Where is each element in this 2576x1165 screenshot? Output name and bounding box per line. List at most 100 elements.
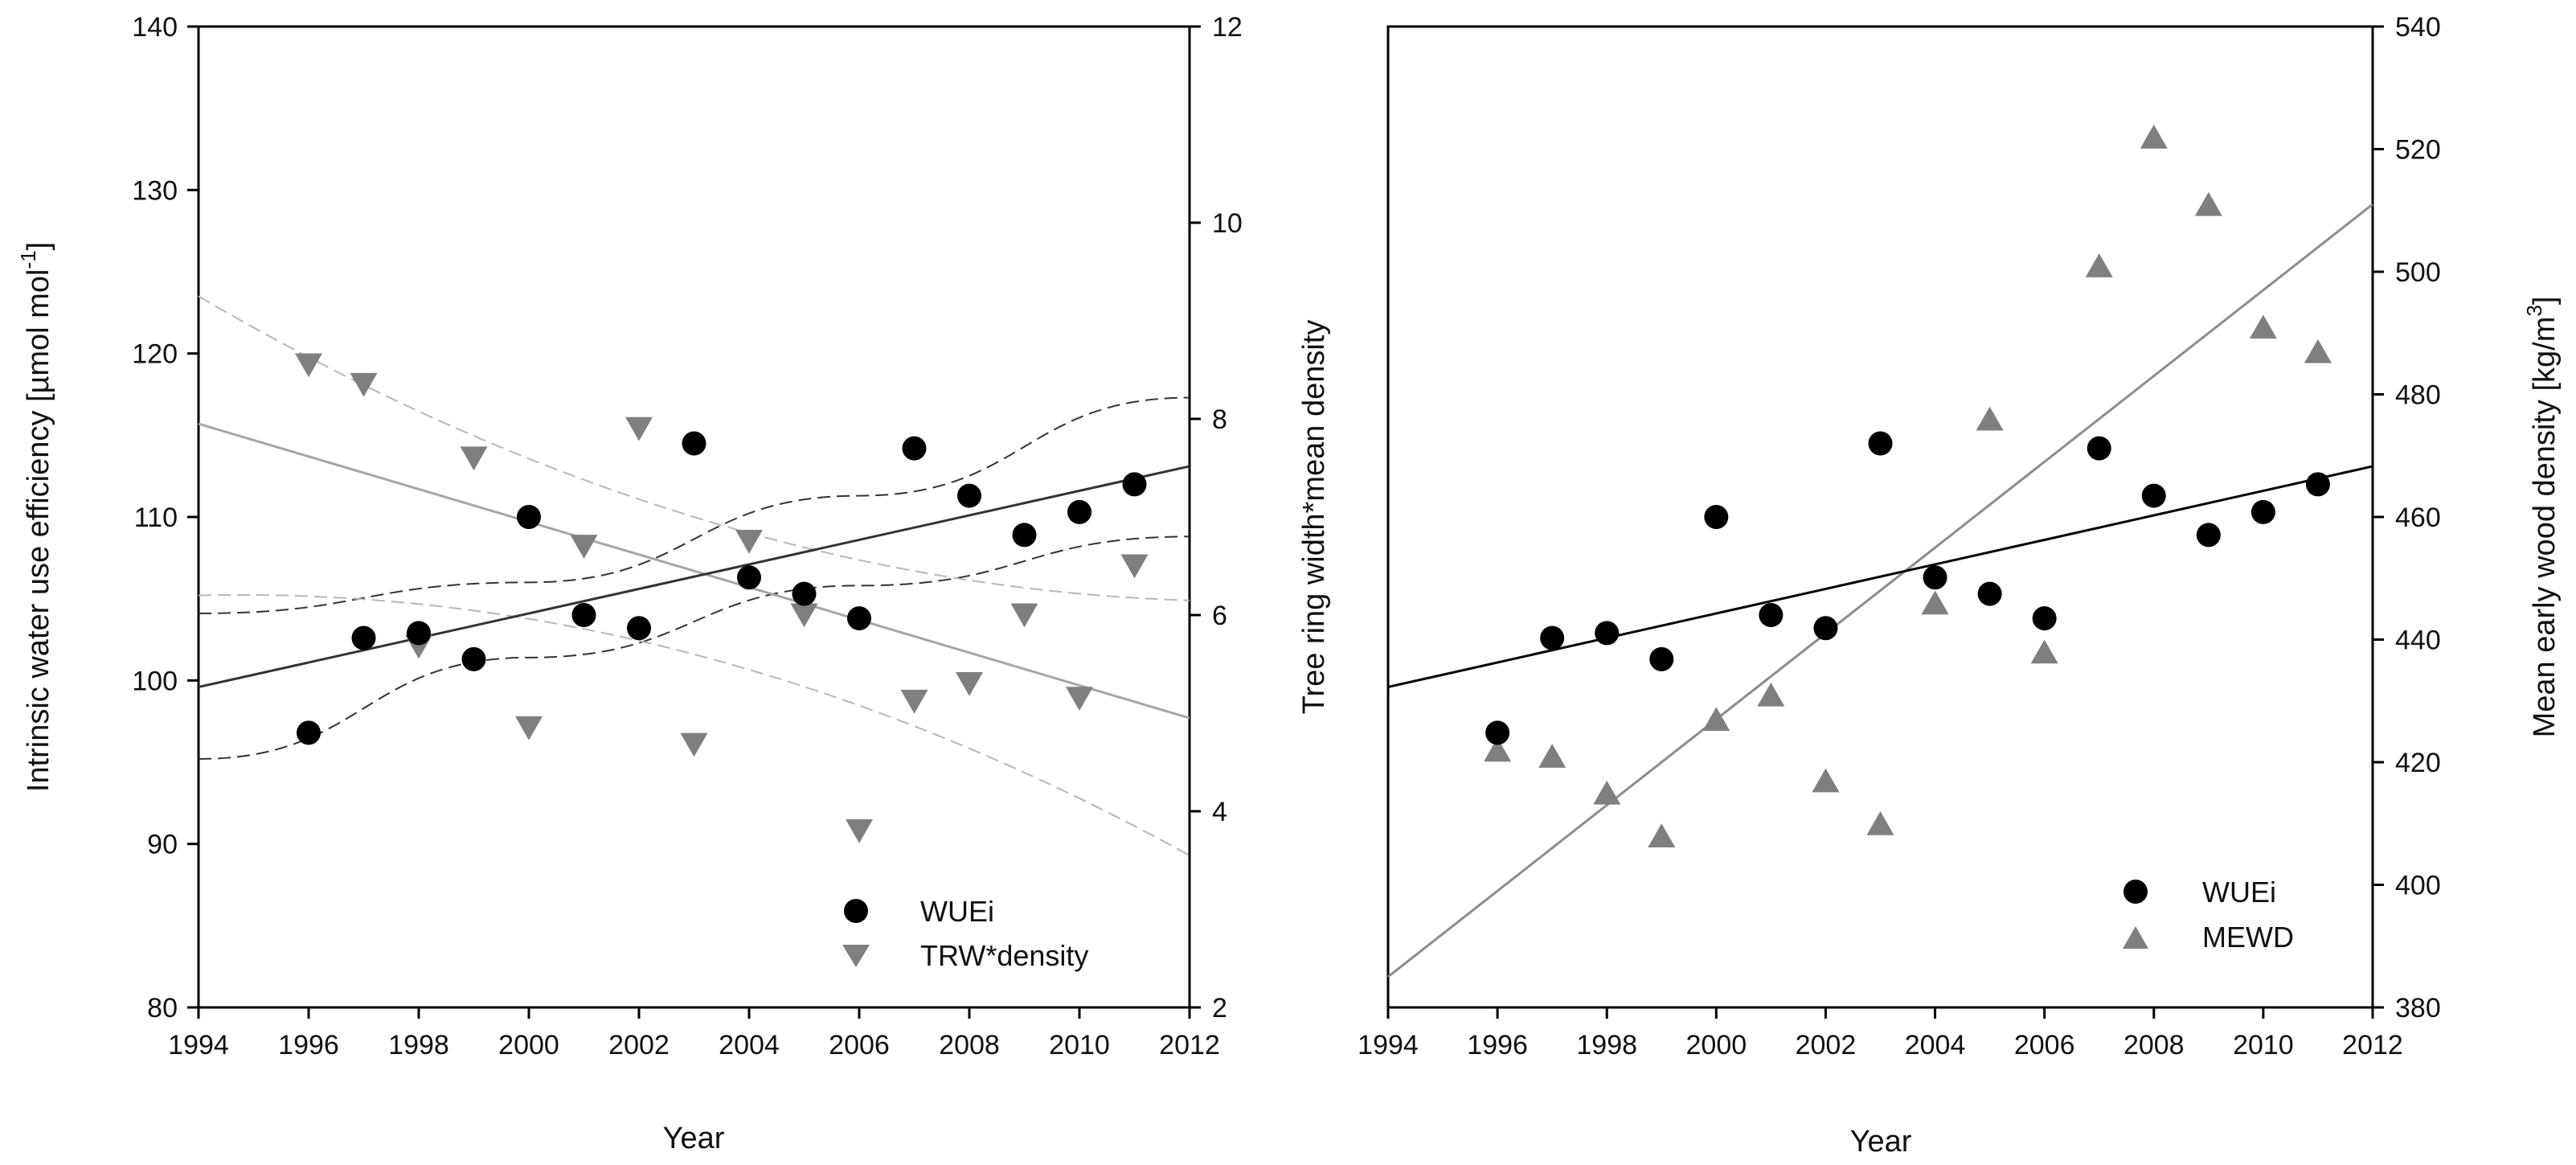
mewd-fit-line xyxy=(1387,203,2373,978)
mewd-point xyxy=(2140,124,2168,149)
x-tick-label: 2002 xyxy=(608,1030,670,1060)
wuei-point xyxy=(517,505,541,529)
left-x-axis-label: Year xyxy=(663,1122,725,1155)
y-right-tick-label: 10 xyxy=(1212,208,1243,239)
right-y-left-axis-label: Tree ring width*mean density xyxy=(1297,320,1331,715)
trw-ci-upper xyxy=(198,295,1190,601)
wuei-point xyxy=(1122,472,1147,497)
trw-point xyxy=(846,818,873,843)
wuei-point xyxy=(1485,720,1510,745)
mewd-point xyxy=(1812,768,1840,793)
mewd-point xyxy=(1702,707,1730,732)
y-right-tick-label: 440 xyxy=(2395,626,2441,656)
trw-fit-line xyxy=(198,422,1190,720)
y-left-tick-label: 130 xyxy=(132,175,178,206)
x-tick-label: 2010 xyxy=(2233,1030,2294,1060)
y-right-tick-label: 380 xyxy=(2395,993,2441,1023)
wuei-point xyxy=(902,436,927,461)
trw-point xyxy=(570,535,598,559)
wuei-point xyxy=(2032,606,2057,631)
x-tick-label: 2012 xyxy=(1159,1030,1220,1060)
wuei-point xyxy=(1704,505,1729,529)
right-y-right-axis-label: Mean early wood density [kg/m3] xyxy=(2522,297,2562,738)
wuei-point xyxy=(1977,581,2002,606)
x-tick-label: 2006 xyxy=(2014,1030,2075,1060)
trw-point xyxy=(1120,554,1149,579)
x-tick-label: 2008 xyxy=(939,1030,1000,1060)
wuei-point xyxy=(1595,621,1620,646)
mewd-point xyxy=(1757,682,1785,707)
mewd-point xyxy=(2030,639,2058,664)
wuei-point xyxy=(682,431,706,456)
right-points xyxy=(1484,124,2332,847)
x-tick-label: 2004 xyxy=(719,1030,780,1060)
mewd-point xyxy=(2249,314,2277,339)
wuei-point xyxy=(1759,603,1784,627)
trw-point xyxy=(625,416,653,441)
wuei-point xyxy=(1540,626,1565,650)
trw-point xyxy=(900,689,928,714)
legend-trw-label: TRW*density xyxy=(920,939,1088,972)
left-y-left-ticks: 80 90 100 110 120 130 140 xyxy=(132,12,199,1023)
y-right-tick-label: 480 xyxy=(2395,380,2441,411)
right-x-ticks: 1994 1996 1998 2000 2002 2004 2006 2008 2010 2012 xyxy=(1358,1007,2403,1060)
y-right-tick-label: 420 xyxy=(2395,748,2441,778)
x-tick-label: 2000 xyxy=(1686,1030,1747,1060)
y-left-tick-label: 90 xyxy=(147,830,178,860)
legend-mewd-label: MEWD xyxy=(2202,921,2294,954)
wuei-ci-upper xyxy=(198,396,1190,614)
wuei-point xyxy=(2196,523,2221,548)
wuei-point xyxy=(407,621,431,646)
wuei-point xyxy=(351,626,376,650)
left-y-right-ticks: 2 4 6 8 10 12 xyxy=(1190,12,1243,1023)
y-right-tick-label: 460 xyxy=(2395,503,2441,533)
left-points xyxy=(295,353,1149,843)
wuei-fit-line xyxy=(1387,465,2373,688)
left-fit-lines xyxy=(198,422,1190,720)
wuei-point xyxy=(1868,431,1893,456)
y-right-tick-label: 2 xyxy=(1212,993,1227,1023)
trw-point xyxy=(1010,603,1038,628)
trw-point xyxy=(735,530,763,554)
right-x-axis-label: Year xyxy=(1850,1125,1912,1159)
x-tick-label: 1994 xyxy=(168,1030,229,1060)
trw-point xyxy=(295,353,322,378)
x-tick-label: 1998 xyxy=(388,1030,449,1060)
wuei-point xyxy=(2141,483,2166,508)
wuei-point xyxy=(737,565,761,590)
trw-ci-lower xyxy=(198,593,1190,856)
x-tick-label: 2002 xyxy=(1796,1030,1857,1060)
x-tick-label: 2006 xyxy=(829,1030,890,1060)
wuei-point xyxy=(571,603,596,627)
wuei-point xyxy=(847,606,871,631)
wuei-point xyxy=(957,483,981,508)
wuei-ci-lower xyxy=(198,535,1190,760)
wuei-point xyxy=(297,720,321,745)
right-fit-lines xyxy=(1387,203,2373,978)
legend-wuei-marker xyxy=(844,899,868,923)
wuei-point xyxy=(2305,472,2330,497)
x-tick-label: 1994 xyxy=(1358,1030,1419,1060)
mewd-point xyxy=(1648,823,1676,847)
mewd-point xyxy=(1593,780,1621,805)
trw-point xyxy=(1066,687,1093,711)
y-left-tick-label: 120 xyxy=(132,339,178,370)
trw-point xyxy=(460,446,488,471)
x-tick-label: 2000 xyxy=(498,1030,559,1060)
wuei-fit-line xyxy=(198,465,1190,688)
left-x-ticks: 1994 1996 1998 2000 2002 2004 2006 2008 2010 2012 xyxy=(168,1007,1220,1060)
x-tick-label: 1998 xyxy=(1576,1030,1637,1060)
wuei-point xyxy=(1813,616,1838,641)
trw-point xyxy=(680,732,708,757)
x-tick-label: 2010 xyxy=(1049,1030,1110,1060)
wuei-point xyxy=(1923,565,1947,590)
mewd-point xyxy=(1921,590,1949,615)
x-tick-label: 1996 xyxy=(278,1030,339,1060)
left-confidence-bands xyxy=(198,295,1190,856)
y-right-tick-label: 8 xyxy=(1212,404,1227,435)
legend-wuei-label: WUEi xyxy=(920,895,994,928)
mewd-point xyxy=(2085,253,2113,277)
trw-point xyxy=(515,716,543,740)
y-left-tick-label: 140 xyxy=(132,12,178,43)
